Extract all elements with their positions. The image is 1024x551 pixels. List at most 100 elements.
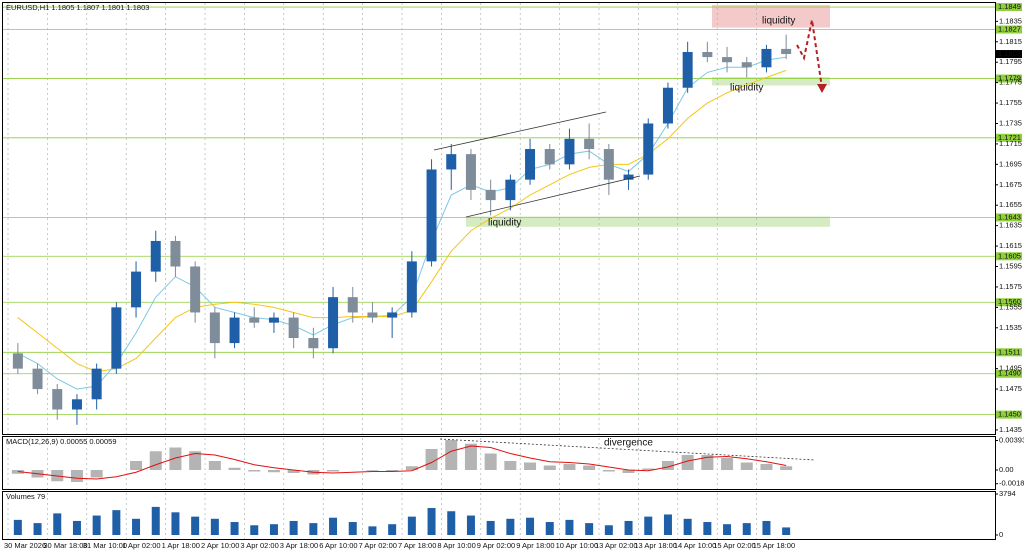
level-label: 1.1827 [998, 24, 1021, 33]
y-tick-label: 1.1695 [999, 159, 1022, 168]
moving-average [17, 69, 787, 373]
histogram-bar [504, 461, 517, 470]
y-tick-label: 1.1535 [999, 323, 1022, 332]
volume-bar [624, 520, 633, 535]
current-price: 1.1803 [998, 49, 1021, 58]
y-tick-label: 1.1675 [999, 180, 1022, 189]
volume-bar [269, 524, 278, 535]
y-tick-label: 1.1475 [999, 384, 1022, 393]
candle-body [91, 368, 102, 400]
volume-bar [151, 506, 160, 535]
histogram-bar [149, 451, 162, 470]
x-tick-label: 6 Apr 10:00 [319, 541, 357, 550]
y-tick-label: 1.1735 [999, 118, 1022, 127]
indicator-title: MACD(12,26,9) 0.00055 0.00059 [6, 437, 117, 446]
marks [11, 34, 793, 535]
channel-line [465, 175, 641, 218]
volume-bar [289, 520, 298, 535]
x-tick-label: 8 Apr 10:00 [437, 541, 475, 550]
grid [3, 3, 995, 539]
candle-body [643, 123, 654, 175]
candle-body [170, 240, 181, 267]
y-tick-label: 1.1715 [999, 139, 1022, 148]
volume-bar [723, 524, 732, 535]
x-tick-label: 7 Apr 18:00 [398, 541, 436, 550]
liquidity-zone [466, 216, 830, 227]
volume-bar [585, 523, 594, 535]
y-tick-label: 1.1555 [999, 302, 1022, 311]
volume-bar [13, 519, 22, 535]
level-label-bg [996, 410, 1022, 419]
macd-panel [2, 436, 996, 490]
annotation: divergence [604, 438, 653, 449]
y-tick-label: 3794 [999, 489, 1016, 498]
level-label: 1.1779 [998, 74, 1021, 83]
chart-title: EURUSD,H1 1.1805 1.1807 1.1801 1.1803 [6, 3, 149, 12]
liquidity-zone [712, 77, 830, 86]
candle-body [111, 307, 122, 369]
y-tick-label: 1.1755 [999, 98, 1022, 107]
histogram-bar [642, 468, 655, 470]
y-tick-label: 1.1435 [999, 425, 1022, 434]
histogram-bar [386, 470, 399, 472]
x-tick-label: 2 Apr 10:00 [201, 541, 239, 550]
volume-bar [53, 513, 62, 535]
candle-body [32, 368, 43, 390]
histogram-bar [208, 461, 221, 470]
zones [466, 5, 830, 227]
candle-body [446, 154, 457, 170]
volume-bar [565, 519, 574, 535]
level-label: 1.1849 [998, 2, 1021, 11]
x-tick-label: 1 Apr 18:00 [162, 541, 200, 550]
y-tick-label: 1.1495 [999, 364, 1022, 373]
candle-body [150, 240, 161, 272]
level-label: 1.1560 [998, 297, 1021, 306]
candle-body [347, 297, 358, 313]
x-tick-label: 10 Apr 10:00 [556, 541, 599, 550]
volume-bar [762, 520, 771, 535]
level-label: 1.1490 [998, 369, 1021, 378]
histogram-bar [780, 466, 793, 470]
histogram-bar [464, 443, 477, 470]
drawings: liquidity liquidity liquidity divergence [433, 16, 827, 461]
histogram-bar [445, 440, 458, 470]
level-label: 1.1643 [998, 212, 1021, 221]
volume-bar [447, 511, 456, 535]
histogram-bar [740, 462, 753, 470]
x-tick-label: 9 Apr 18:00 [516, 541, 554, 550]
volume-bar [33, 523, 42, 535]
candle-body [761, 48, 772, 68]
volume-bar [112, 510, 121, 535]
candle-body [131, 271, 142, 308]
volume-bar [466, 515, 475, 535]
histogram-bar [543, 465, 556, 470]
volume-bar [604, 525, 613, 535]
y-tick-label: 1.1635 [999, 221, 1022, 230]
histogram-bar [327, 470, 340, 472]
level-label-bg [996, 369, 1022, 378]
volume-panel [2, 491, 996, 540]
candle-body [741, 62, 752, 68]
histogram-bar [70, 470, 83, 482]
volume-bar [663, 514, 672, 535]
annotation: liquidity [488, 218, 521, 229]
x-tick-label: 31 Mar 10:00 [83, 541, 127, 550]
volume-bar [309, 523, 318, 535]
volume-bar [368, 526, 377, 535]
signal-line [17, 445, 787, 480]
level-label-bg [996, 348, 1022, 357]
histogram-bar [189, 451, 202, 470]
candle-body [12, 353, 23, 369]
histogram-bar [622, 470, 635, 473]
level-label-bg [996, 3, 1022, 12]
candle-body [662, 87, 673, 124]
candle-body [52, 389, 63, 410]
annotation: liquidity [762, 16, 795, 27]
histogram-bar [721, 458, 734, 470]
y-tick-label: 1.1775 [999, 78, 1022, 87]
histogram-bar [681, 455, 694, 470]
histogram-bar [524, 462, 537, 470]
candle-body [406, 261, 417, 313]
liquidity-zone [712, 5, 830, 28]
candle-body [584, 138, 595, 150]
